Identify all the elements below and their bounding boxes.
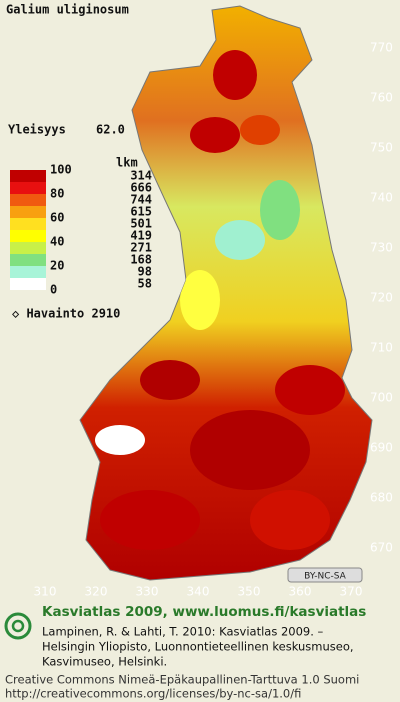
- legend-swatch: [10, 230, 46, 242]
- grid-x-label: 320: [85, 585, 108, 599]
- citation-line: Helsingin Yliopisto, Luonnontieteellinen…: [42, 640, 354, 654]
- legend-scale-label: 20: [50, 259, 64, 273]
- grid-y-label: 730: [370, 241, 393, 255]
- cc-badge-text: BY-NC-SA: [304, 572, 347, 582]
- cc-badge: [287, 567, 363, 583]
- grid-x-label: 340: [187, 585, 210, 599]
- grid-y-label: 720: [370, 291, 393, 305]
- legend-count: 98: [138, 265, 152, 279]
- grid-y-label: 670: [370, 541, 393, 555]
- legend-count: 168: [130, 253, 152, 267]
- legend-count: 419: [130, 229, 152, 243]
- frequency-value: 62.0: [96, 123, 125, 137]
- legend-swatch: [10, 278, 46, 290]
- legend-swatch: [10, 218, 46, 230]
- legend-scale-label: 100: [50, 163, 72, 177]
- finland-map: BY-NC-SA: [79, 5, 373, 583]
- legend-count: 744: [130, 193, 152, 207]
- grid-x-label: 350: [238, 585, 261, 599]
- grid-x-label: 360: [289, 585, 312, 599]
- legend-count: 271: [130, 241, 152, 255]
- grid-y-label: 690: [370, 441, 393, 455]
- grid-y-label: 700: [370, 391, 393, 405]
- grid-y-label: 680: [370, 491, 393, 505]
- grid-y-label: 710: [370, 341, 393, 355]
- legend-swatch: [10, 254, 46, 266]
- legend-swatch: [10, 206, 46, 218]
- count-header: lkm: [116, 156, 138, 170]
- grid-y-label: 740: [370, 191, 393, 205]
- legend-count: 314: [130, 169, 152, 183]
- grid-y-label: 760: [370, 91, 393, 105]
- legend-scale-label: 40: [50, 235, 64, 249]
- logo: [4, 612, 32, 640]
- citation-line: Kasvimuseo, Helsinki.: [42, 655, 167, 669]
- legend-swatch: [10, 182, 46, 194]
- grid-x-label: 330: [136, 585, 159, 599]
- frequency-label: Yleisyys: [8, 123, 66, 137]
- grid-y-label: 770: [370, 41, 393, 55]
- legend-swatch: [10, 242, 46, 254]
- species-title: Galium uliginosum: [6, 3, 129, 17]
- grid-x-label: 370: [340, 585, 363, 599]
- legend-swatch: [10, 266, 46, 278]
- legend-count: 615: [130, 205, 152, 219]
- legend-count: 58: [138, 277, 152, 291]
- legend-scale-label: 60: [50, 211, 64, 225]
- grid-y-labels: 770 760 750 740 730 720 710 700 690 680 670: [370, 41, 393, 555]
- legend-swatch: [10, 194, 46, 206]
- grid-x-label: 310: [34, 585, 57, 599]
- license-line: http://creativecommons.org/licenses/by-n…: [5, 687, 301, 701]
- grid-y-label: 750: [370, 141, 393, 155]
- grid-x-labels: 310 320 330 340 350 360 370: [34, 585, 363, 599]
- observations-label: ◇ Havainto 2910: [12, 307, 120, 321]
- citation-line: Lampinen, R. & Lahti, T. 2010: Kasviatla…: [42, 625, 324, 639]
- legend-swatch: [10, 170, 46, 182]
- legend-count: 501: [130, 217, 152, 231]
- legend-count: 666: [130, 181, 152, 195]
- legend-scale-label: 0: [50, 283, 57, 297]
- atlas-title: Kasviatlas 2009, www.luomus.fi/kasviatla…: [42, 604, 366, 620]
- legend-scale-label: 80: [50, 187, 64, 201]
- license-line: Creative Commons Nimeä-Epäkaupallinen-Ta…: [5, 673, 359, 687]
